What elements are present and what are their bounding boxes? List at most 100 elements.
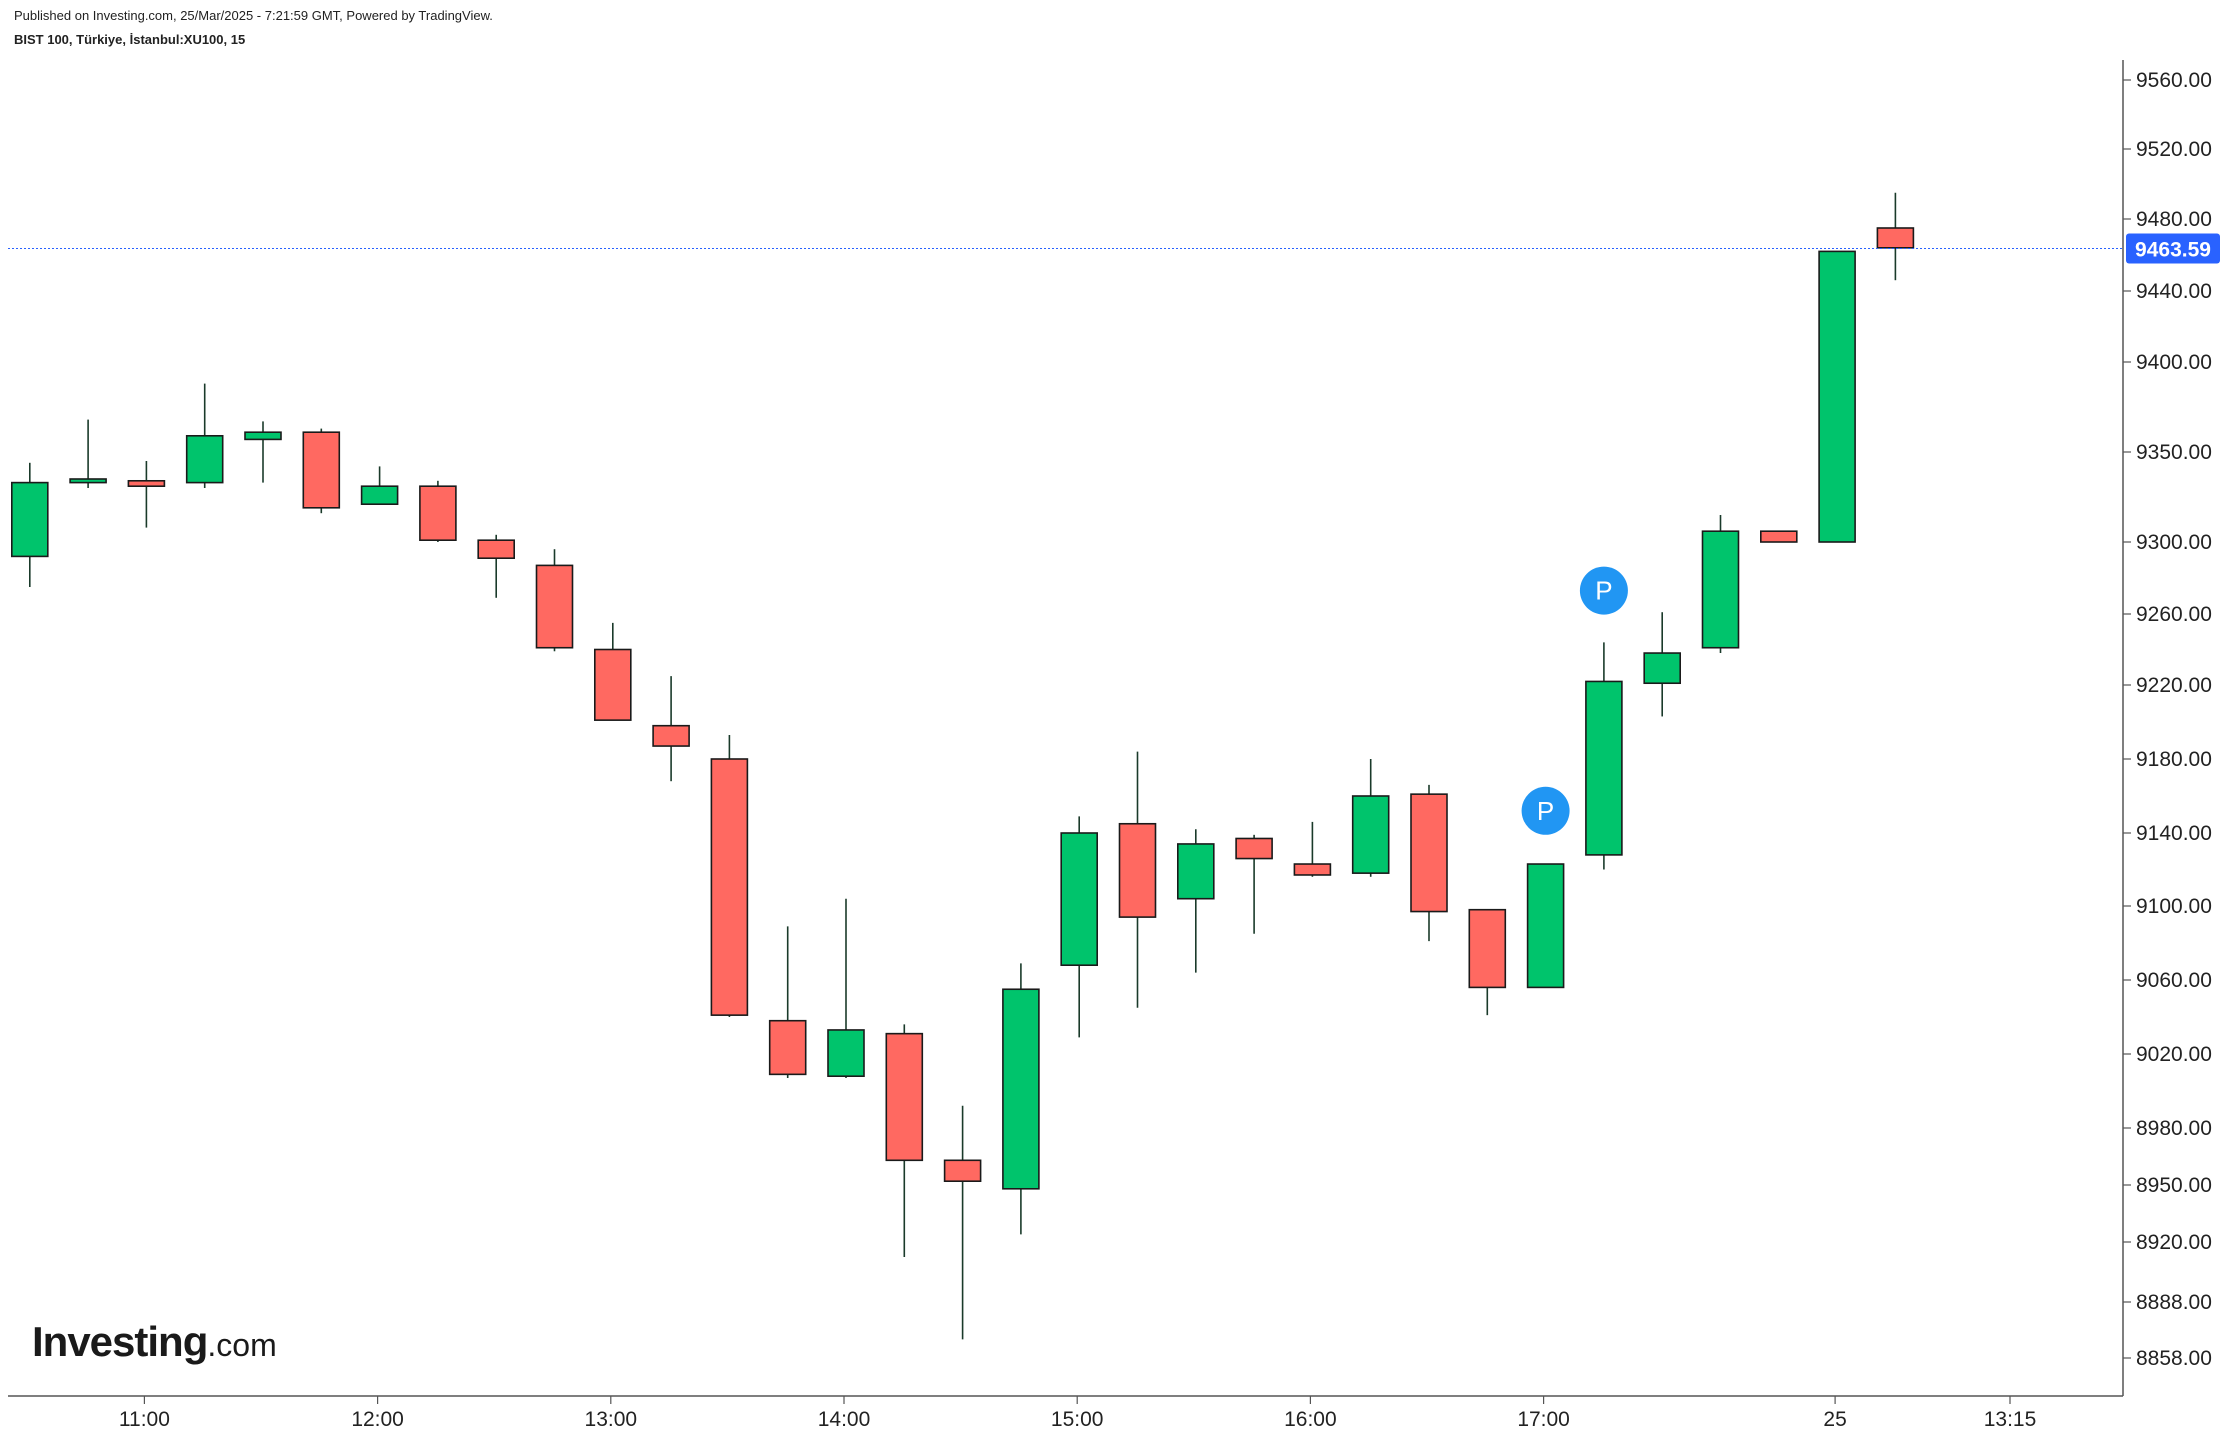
price-tick-label: 8950.00	[2136, 1174, 2212, 1197]
time-tick-label: 16:00	[1284, 1408, 1337, 1431]
candle-body	[1293, 863, 1332, 876]
candle-body	[11, 481, 49, 558]
candle-body	[652, 724, 690, 747]
candles-layer	[11, 192, 1915, 1340]
time-tick-label: 13:15	[1984, 1408, 2037, 1431]
candle-body	[185, 434, 224, 484]
symbol-title: BIST 100, Türkiye, İstanbul:XU100, 15	[14, 32, 246, 47]
logo-brand: Investing	[32, 1318, 208, 1365]
candle-body	[1118, 822, 1157, 918]
candle-body	[1526, 863, 1565, 989]
candle	[1585, 642, 1623, 870]
published-note: Published on Investing.com, 25/Mar/2025 …	[14, 8, 493, 23]
candle	[1468, 908, 1507, 1016]
candle	[419, 480, 457, 542]
candle	[1818, 250, 1856, 543]
price-tick-label: 9020.00	[2136, 1043, 2212, 1066]
last-price-label: 9463.59	[2135, 239, 2211, 262]
price-tick-label: 8858.00	[2136, 1347, 2212, 1370]
price-axis: 9560.00 9520.00 9480.00 9440.00 9400.00 9350.…	[2123, 69, 2212, 1370]
candle	[1643, 612, 1681, 717]
candle-body	[710, 758, 749, 1016]
candle	[1002, 963, 1040, 1235]
candle-body	[1643, 652, 1681, 685]
candle-body	[1468, 908, 1507, 989]
candle-body	[360, 485, 399, 506]
candle	[1118, 751, 1157, 1008]
candle-body	[1876, 227, 1915, 249]
candle	[1876, 192, 1915, 281]
candle	[1060, 816, 1098, 1038]
marker-circle	[1521, 786, 1570, 835]
candle-body	[593, 648, 632, 721]
price-tick-label: 9560.00	[2136, 69, 2212, 92]
time-tick-label: 15:00	[1051, 1408, 1104, 1431]
candle-body	[69, 478, 107, 484]
time-tick-label: 12:00	[351, 1408, 404, 1431]
candle	[885, 1024, 924, 1257]
candle	[360, 466, 399, 506]
candle	[943, 1105, 982, 1340]
price-tick-label: 8888.00	[2136, 1291, 2212, 1314]
marker-label: P	[1595, 576, 1612, 606]
time-tick-label: 14:00	[818, 1408, 871, 1431]
logo-suffix: .com	[207, 1327, 277, 1363]
candle	[244, 421, 282, 483]
candle	[1235, 834, 1273, 934]
candle-body	[1701, 530, 1740, 649]
candle	[710, 734, 749, 1017]
candle-body	[419, 485, 457, 542]
candle	[1351, 759, 1390, 877]
price-tick-label: 9100.00	[2136, 895, 2212, 918]
candle	[1526, 863, 1565, 989]
candle-body	[1585, 680, 1623, 856]
candle-body	[1060, 832, 1098, 966]
price-tick-label: 9060.00	[2136, 969, 2212, 992]
price-tick-label: 8980.00	[2136, 1117, 2212, 1140]
candle-body	[1410, 793, 1448, 913]
candle-body	[943, 1159, 982, 1183]
price-tick-label: 9140.00	[2136, 822, 2212, 845]
price-tick-label: 9350.00	[2136, 441, 2212, 464]
markers-layer: PP	[1521, 566, 1628, 835]
candle	[185, 383, 224, 488]
candle	[477, 534, 516, 598]
marker-p: P	[1521, 786, 1570, 835]
marker-label: P	[1537, 796, 1554, 826]
candle-body	[302, 431, 341, 509]
price-tick-label: 9260.00	[2136, 603, 2212, 626]
candle	[127, 461, 166, 528]
candle-body	[244, 431, 282, 441]
price-tick-label: 9480.00	[2136, 208, 2212, 231]
candle	[768, 926, 807, 1079]
candle-body	[535, 564, 574, 649]
time-axis: 11:00 12:00 13:00 14:00 15:00 16:00 17:00 25 13:…	[119, 1396, 2036, 1431]
time-tick-label: 13:00	[585, 1408, 638, 1431]
last-price-box	[2126, 233, 2220, 264]
marker-p: P	[1579, 566, 1628, 615]
last-price: 9463.59	[8, 233, 2220, 264]
candle-body	[127, 479, 166, 487]
candle-body	[1177, 843, 1215, 900]
time-tick-label: 17:00	[1517, 1408, 1570, 1431]
candle	[593, 622, 632, 721]
candle	[1760, 530, 1798, 543]
candle-body	[827, 1029, 865, 1077]
price-tick-label: 9180.00	[2136, 748, 2212, 771]
candle	[1410, 784, 1448, 942]
candle-body	[1760, 530, 1798, 543]
candle	[1701, 515, 1740, 654]
candle	[11, 462, 49, 587]
candle	[535, 549, 574, 652]
candle	[302, 428, 341, 514]
time-tick-label: 25	[1823, 1408, 1846, 1431]
candle-body	[1818, 250, 1856, 543]
time-tick-label: 11:00	[119, 1408, 170, 1431]
price-tick-label: 9300.00	[2136, 531, 2212, 554]
candle	[652, 676, 690, 782]
candle-body	[1002, 988, 1040, 1190]
price-tick-label: 9400.00	[2136, 351, 2212, 374]
price-tick-label: 9520.00	[2136, 138, 2212, 161]
price-tick-label: 8920.00	[2136, 1231, 2212, 1254]
